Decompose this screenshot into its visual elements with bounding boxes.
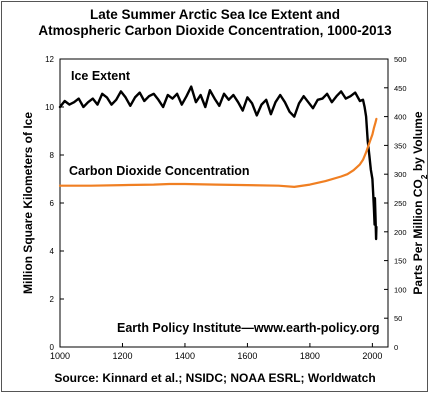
left-tick-label: 0 — [50, 343, 55, 352]
right-axis-ticks: 0 50 100 150 200 250 300 350 400 450 500 — [384, 55, 407, 352]
ice-extent-line — [58, 85, 378, 241]
x-tick-label: 1600 — [237, 351, 257, 361]
right-axis-label: Parts Per Million CO2 by Volume — [411, 111, 429, 295]
chart-title-line1: Late Summer Arctic Sea Ice Extent and — [90, 7, 340, 22]
right-axis-label-suffix: by Volume — [411, 111, 425, 174]
co2-concentration-line — [58, 117, 378, 188]
right-tick-label: 0 — [394, 343, 398, 352]
left-tick-label: 4 — [50, 247, 55, 256]
ice-extent-series-label: Ice Extent — [71, 69, 131, 83]
right-tick-label: 400 — [394, 113, 407, 122]
x-tick-label: 1800 — [300, 351, 320, 361]
institute-credit: Earth Policy Institute—www.earth-policy.… — [117, 321, 380, 335]
x-tick-label: 1000 — [50, 351, 70, 361]
right-axis-label-subscript: 2 — [419, 174, 429, 179]
left-axis-ticks: 0 2 4 6 8 10 12 — [45, 55, 64, 352]
right-tick-label: 150 — [394, 257, 407, 266]
chart-title-line2: Atmospheric Carbon Dioxide Concentration… — [38, 23, 392, 38]
left-tick-label: 10 — [45, 103, 54, 112]
left-tick-label: 6 — [50, 199, 55, 208]
right-tick-label: 250 — [394, 199, 407, 208]
left-axis-label: Million Square Kilometers of Ice — [21, 112, 35, 294]
x-axis-ticks: 1000 1200 1400 1600 1800 2000 — [50, 343, 382, 361]
x-tick-label: 1200 — [112, 351, 132, 361]
right-tick-label: 50 — [394, 314, 402, 323]
plot-area — [59, 58, 389, 348]
series-layer — [58, 85, 378, 241]
left-tick-label: 2 — [50, 295, 55, 304]
source-credit: Source: Kinnard et al.; NSIDC; NOAA ESRL… — [54, 371, 375, 385]
x-tick-label: 1400 — [175, 351, 195, 361]
right-tick-label: 100 — [394, 285, 407, 294]
right-tick-label: 200 — [394, 228, 407, 237]
right-axis-label-main: Parts Per Million CO — [411, 179, 425, 294]
right-tick-label: 500 — [394, 55, 407, 64]
co2-series-label: Carbon Dioxide Concentration — [69, 164, 250, 178]
right-tick-label: 350 — [394, 141, 407, 150]
left-tick-label: 8 — [50, 151, 55, 160]
right-tick-label: 450 — [394, 84, 407, 93]
left-tick-label: 12 — [45, 55, 54, 64]
x-tick-label: 2000 — [362, 351, 382, 361]
right-tick-label: 300 — [394, 170, 407, 179]
